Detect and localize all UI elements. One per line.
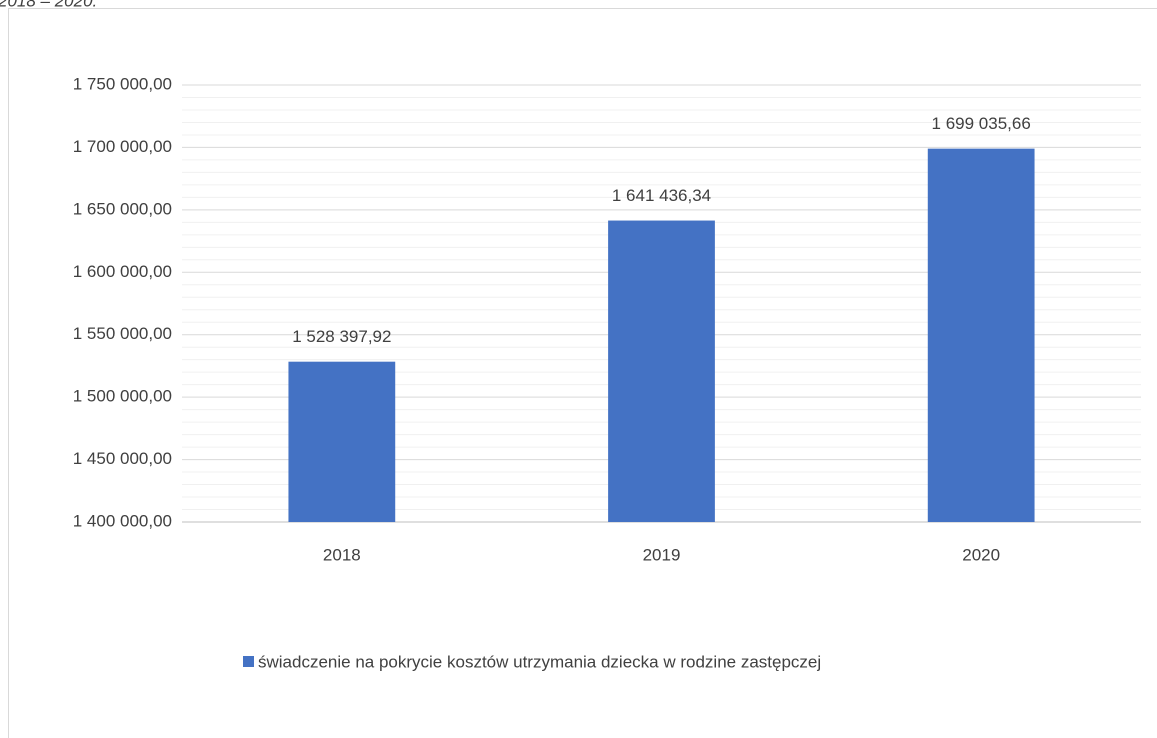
y-tick-label: 1 700 000,00 bbox=[73, 137, 172, 156]
y-tick-label: 1 600 000,00 bbox=[73, 262, 172, 281]
y-tick-label: 1 400 000,00 bbox=[73, 511, 172, 530]
bar bbox=[927, 148, 1035, 522]
data-label: 1 528 397,92 bbox=[292, 327, 391, 346]
chart-title: 2018 – 2020. bbox=[0, 0, 97, 10]
x-tick-label: 2020 bbox=[962, 545, 1000, 564]
y-tick-label: 1 500 000,00 bbox=[73, 387, 172, 406]
bar bbox=[608, 220, 715, 522]
y-tick-label: 1 750 000,00 bbox=[73, 74, 172, 93]
data-label: 1 641 436,34 bbox=[612, 186, 711, 205]
y-tick-label: 1 550 000,00 bbox=[73, 324, 172, 343]
data-label: 1 699 035,66 bbox=[932, 114, 1031, 133]
bar bbox=[288, 361, 396, 522]
y-tick-label: 1 450 000,00 bbox=[73, 449, 172, 468]
x-tick-label: 2018 bbox=[323, 545, 361, 564]
y-tick-label: 1 650 000,00 bbox=[73, 199, 172, 218]
legend-label: świadczenie na pokrycie kosztów utrzyman… bbox=[258, 652, 821, 671]
legend-swatch bbox=[243, 656, 254, 667]
x-tick-label: 2019 bbox=[643, 545, 681, 564]
